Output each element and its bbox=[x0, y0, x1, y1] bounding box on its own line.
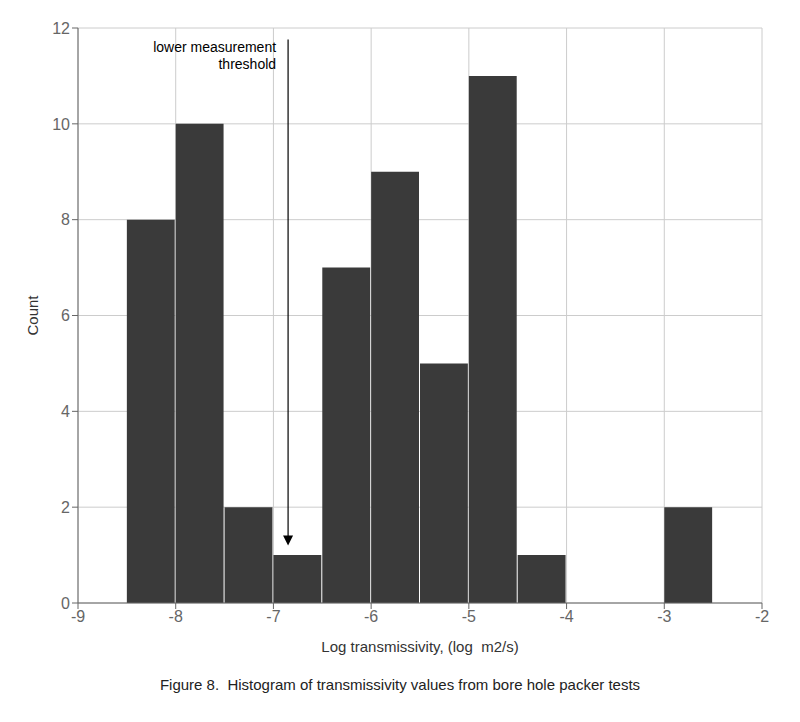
svg-text:-5: -5 bbox=[462, 608, 476, 625]
svg-text:-3: -3 bbox=[657, 608, 671, 625]
svg-text:0: 0 bbox=[61, 595, 70, 612]
svg-text:8: 8 bbox=[61, 211, 70, 228]
svg-text:-8: -8 bbox=[169, 608, 183, 625]
svg-text:-2: -2 bbox=[755, 608, 769, 625]
svg-text:-6: -6 bbox=[364, 608, 378, 625]
html-text:Figure 8. Histogram of transmi: Figure 8. Histogram of transmissivity va… bbox=[159, 676, 641, 693]
svg-text:-4: -4 bbox=[559, 608, 573, 625]
svg-text:threshold: threshold bbox=[218, 56, 276, 72]
svg-text:6: 6 bbox=[61, 307, 70, 324]
svg-text:Count: Count bbox=[24, 295, 41, 336]
svg-text:10: 10 bbox=[52, 116, 70, 133]
svg-text:lower measurement: lower measurement bbox=[153, 39, 276, 55]
svg-text:12: 12 bbox=[52, 20, 70, 37]
svg-text:Log transmissivity, (log m2/s: Log transmissivity, (log m2/s) bbox=[321, 638, 518, 655]
svg-text:-7: -7 bbox=[266, 608, 280, 625]
svg-text:2: 2 bbox=[61, 499, 70, 516]
svg-text:-9: -9 bbox=[71, 608, 85, 625]
svg-text:4: 4 bbox=[61, 403, 70, 420]
